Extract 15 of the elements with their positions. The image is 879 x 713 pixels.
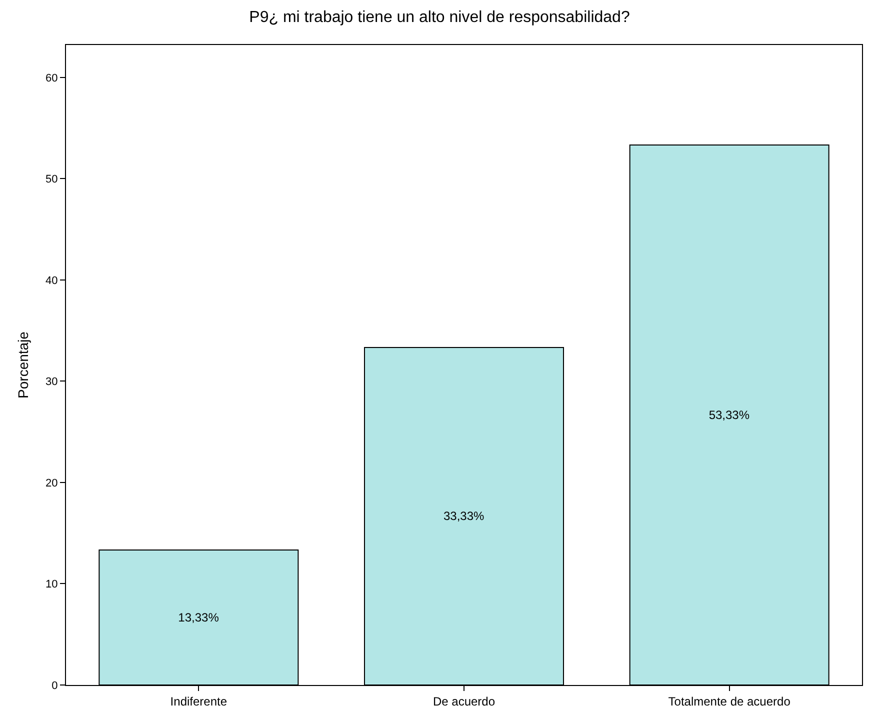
y-tick-label: 50 <box>46 174 58 186</box>
y-tick-label: 40 <box>46 274 58 287</box>
x-tick-label: Totalmente de acuerdo <box>668 694 791 708</box>
x-tick-label: Indiferente <box>170 694 228 708</box>
y-tick-label: 0 <box>52 680 58 692</box>
x-tick-label: De acuerdo <box>432 694 496 708</box>
chart-title: P9¿ mi trabajo tiene un alto nivel de responsabilidad? <box>249 8 630 26</box>
y-tick-label: 10 <box>46 578 58 591</box>
data-label: 13,33% <box>178 610 220 625</box>
data-label: 33,33% <box>443 509 485 524</box>
y-tick-label: 60 <box>46 72 58 84</box>
y-tick-label: 20 <box>46 477 58 490</box>
y-tick-label: 30 <box>46 376 58 388</box>
data-label: 53,33% <box>708 408 750 422</box>
y-axis-title: Porcentaje <box>15 331 31 398</box>
